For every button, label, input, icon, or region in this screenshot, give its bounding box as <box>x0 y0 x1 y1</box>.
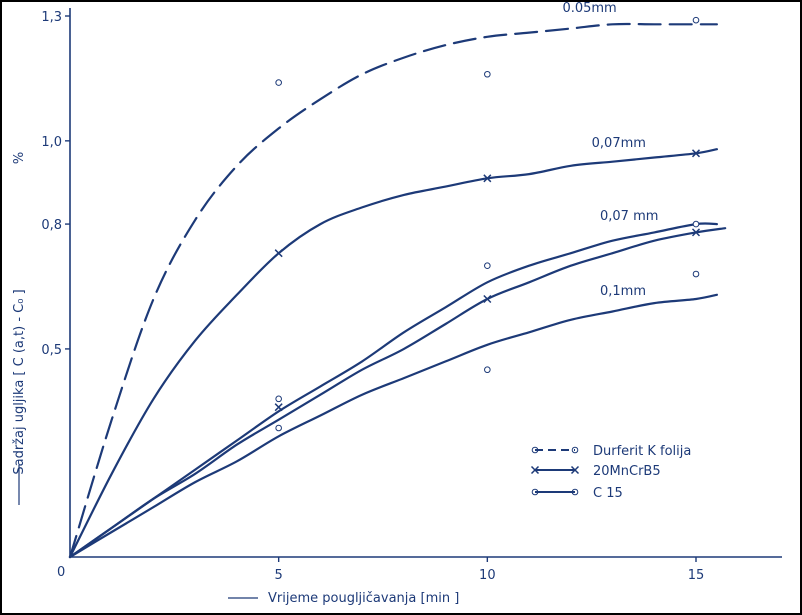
y-axis-unit: % <box>12 152 27 164</box>
series-curve-4 <box>68 293 718 559</box>
legend-item-c15: C 15 <box>531 486 623 501</box>
legend-marker-c15-start <box>531 488 539 496</box>
series-3-point-2 <box>691 228 701 237</box>
series-1-point-1 <box>483 174 492 183</box>
series-1-point-0 <box>274 249 283 258</box>
y-axis-title: Sadržaj ugljika [ C (a,t) - C₀ ] <box>12 289 27 474</box>
x-axis-title: Vrijeme pougljičavanja [min ] <box>268 591 459 606</box>
series-3-point-0 <box>274 403 283 412</box>
legend-item-durferit: Durferit K folija <box>531 444 691 459</box>
y-tick-label-0: 0,5 <box>41 343 62 358</box>
x-tick-label-0: 5 <box>275 568 283 583</box>
series-4-point-2 <box>692 270 700 278</box>
y-tick-label-2: 1,0 <box>41 135 62 150</box>
legend-marker-durferit-start <box>531 446 539 454</box>
curve-layer <box>68 22 727 559</box>
series-curve-0 <box>68 22 718 559</box>
series-curve-1 <box>68 148 718 559</box>
y-tick-label-1: 0,8 <box>41 218 62 233</box>
x-tick-label-1: 10 <box>479 568 496 583</box>
series-label-0: 0.05mm <box>562 1 616 16</box>
legend-item-20mncrb5: 20MnCrB5 <box>530 464 661 479</box>
series-0-point-1 <box>484 70 491 78</box>
legend-marker-c15-end <box>571 488 579 496</box>
legend-label-20mncrb5: 20MnCrB5 <box>593 464 661 479</box>
legend-label-c15: C 15 <box>593 486 623 501</box>
origin-label: 0 <box>57 565 65 580</box>
tick-layer: 5 10 15 0,5 0,8 1,0 1,3 <box>41 10 704 583</box>
legend-marker-durferit-end <box>571 446 579 454</box>
series-3-point-1 <box>483 294 492 304</box>
series-2-point-2 <box>692 220 700 228</box>
y-axis-title-group: Sadržaj ugljika [ C (a,t) - C₀ ] <box>12 289 27 474</box>
series-label-layer: 0.05mm 0,07mm 0,07 mm 0,1mm <box>562 1 658 299</box>
legend-label-durferit: Durferit K folija <box>593 444 691 459</box>
legend: Durferit K folija 20MnCrB5 C 15 <box>530 444 691 501</box>
series-label-2: 0,07 mm <box>600 209 658 224</box>
x-tick-label-2: 15 <box>688 568 705 583</box>
series-4-point-1 <box>484 366 491 374</box>
series-0-point-2 <box>692 16 700 24</box>
series-curve-2 <box>68 222 718 559</box>
x-axis-title-group: Vrijeme pougljičavanja [min ] <box>228 591 459 606</box>
series-2-point-0 <box>275 395 282 403</box>
marker-layer <box>274 16 701 432</box>
series-2-point-1 <box>484 262 491 269</box>
legend-marker-20mncrb5-start <box>530 465 540 475</box>
legend-marker-20mncrb5-end <box>570 465 580 475</box>
series-0-point-0 <box>275 79 282 86</box>
series-curve-3 <box>68 227 727 559</box>
series-4-point-0 <box>275 424 282 432</box>
series-label-4: 0,1mm <box>600 284 646 299</box>
y-tick-label-3: 1,3 <box>41 10 62 25</box>
series-1-point-2 <box>691 149 701 158</box>
series-label-1: 0,07mm <box>592 136 646 151</box>
